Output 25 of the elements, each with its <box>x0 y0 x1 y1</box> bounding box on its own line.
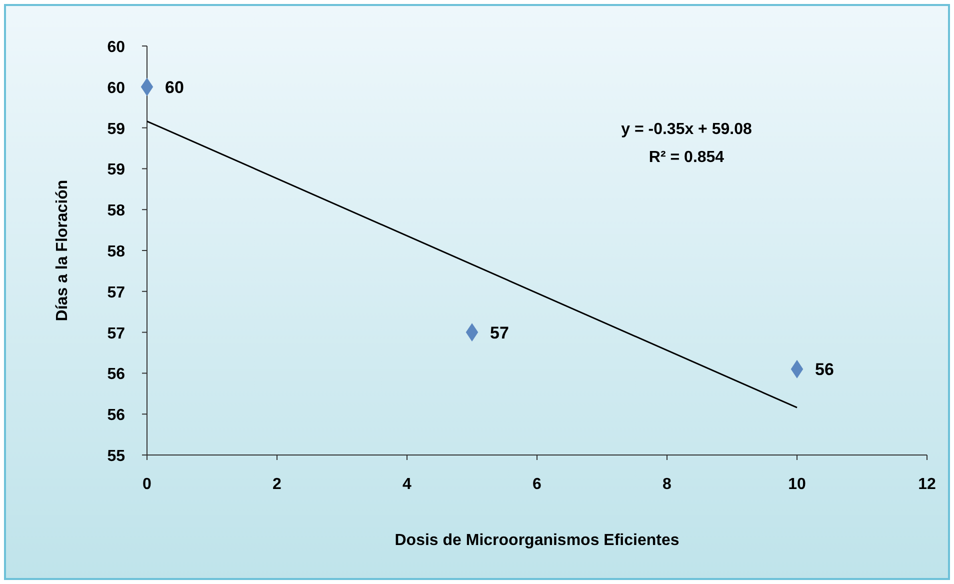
y-tick-label: 58 <box>107 202 126 220</box>
y-tick-label: 59 <box>107 120 126 138</box>
y-tick-label: 57 <box>107 284 126 302</box>
data-label: 56 <box>815 360 834 380</box>
x-tick-label: 6 <box>532 476 542 493</box>
y-tick-label: 60 <box>107 80 126 97</box>
y-tick-label: 60 <box>107 39 126 56</box>
x-tick-label: 0 <box>142 476 152 493</box>
annotation: y = -0.35x + 59.08 <box>621 121 752 138</box>
y-tick-label: 56 <box>107 366 126 384</box>
data-label: 57 <box>490 323 509 342</box>
x-tick-label: 10 <box>788 476 806 493</box>
y-tick-label: 58 <box>107 244 126 260</box>
y-tick-label: 56 <box>107 407 126 424</box>
y-tick-label: 57 <box>107 325 126 342</box>
y-tick-label: 59 <box>107 162 126 179</box>
x-axis-title: Dosis de Microorganismos Eficientes <box>394 532 680 549</box>
data-label: 60 <box>165 78 184 97</box>
y-axis-title: Días a la Floración <box>54 180 71 322</box>
x-tick-label: 8 <box>662 476 672 493</box>
y-tick-label: 55 <box>107 448 126 465</box>
annotation: R² = 0.854 <box>648 149 724 166</box>
x-tick-label: 2 <box>272 476 282 493</box>
x-tick-label: 4 <box>402 476 412 493</box>
x-tick-label: 12 <box>918 476 936 493</box>
